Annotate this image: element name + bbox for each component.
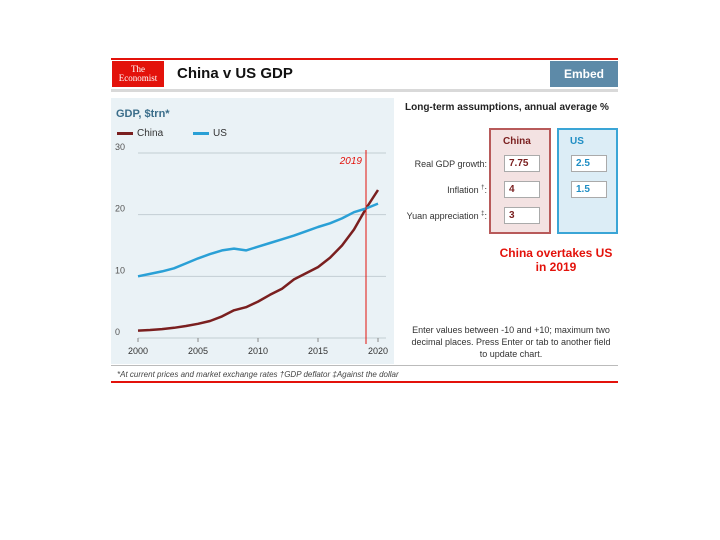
logo-line-2: Economist xyxy=(118,73,158,83)
y-tick-label: 10 xyxy=(115,265,125,275)
y-tick-label: 0 xyxy=(115,327,120,337)
grid-lines xyxy=(138,152,386,339)
row-label-text: Real GDP growth xyxy=(414,159,485,169)
y-tick-label: 30 xyxy=(115,142,125,152)
china-gdp-growth-input[interactable]: 7.75 xyxy=(504,155,540,172)
legend-us: US xyxy=(193,128,227,139)
bottom-accent-rule xyxy=(111,381,618,383)
logo-line-1: The xyxy=(131,64,145,74)
instructions-text: Enter values between -10 and +10; maximu… xyxy=(411,325,611,359)
series-lines xyxy=(137,189,380,332)
footnote: *At current prices and market exchange r… xyxy=(117,370,399,379)
x-tick-label: 2010 xyxy=(248,346,268,356)
y-tick-label: 20 xyxy=(115,204,125,214)
legend-label-china: China xyxy=(137,128,164,139)
us-gdp-growth-input[interactable]: 2.5 xyxy=(571,155,607,172)
dagger-mark: † xyxy=(481,185,485,191)
row-label-text: Inflation xyxy=(447,185,479,195)
axis-ticks: 0 10 20 30 2000 2005 2010 2015 2020 xyxy=(115,142,388,356)
overtake-message: China overtakes US in 2019 xyxy=(481,246,631,274)
overtake-line-2: in 2019 xyxy=(535,260,577,274)
series-line-china xyxy=(137,189,380,332)
overtake-line-1: China overtakes US xyxy=(499,246,613,260)
assumptions-title: Long-term assumptions, annual average % xyxy=(405,102,609,113)
china-inflation-input[interactable]: 4 xyxy=(504,181,540,198)
series-line-us xyxy=(137,202,379,278)
x-tick-label: 2015 xyxy=(308,346,328,356)
gdp-widget: The Economist China v US GDP Embed 0 10 20… xyxy=(111,58,618,385)
economist-logo[interactable]: The Economist xyxy=(112,61,164,87)
china-column-header: China xyxy=(503,136,531,147)
footer-divider xyxy=(111,365,618,366)
x-tick-label: 2000 xyxy=(128,346,148,356)
annotation-layer: 2019 xyxy=(339,150,367,344)
china-yuan-input[interactable]: 3 xyxy=(504,207,540,224)
x-tick-label: 2005 xyxy=(188,346,208,356)
legend-swatch-china xyxy=(117,132,133,135)
top-accent-rule xyxy=(111,58,618,60)
double-dagger-mark: ‡ xyxy=(481,211,485,217)
x-tick-label: 2020 xyxy=(368,346,388,356)
chart-background xyxy=(111,98,394,364)
legend-china: China xyxy=(117,128,163,139)
annotation-label-2019: 2019 xyxy=(339,156,363,167)
us-column-header: US xyxy=(570,136,584,147)
widget-title: China v US GDP xyxy=(177,65,293,82)
legend-swatch-us xyxy=(193,132,209,135)
embed-button[interactable]: Embed xyxy=(550,61,618,87)
row-label-yuan: Yuan appreciation ‡: xyxy=(406,211,487,221)
gdp-line-chart: 0 10 20 30 2000 2005 2010 2015 2020 2019 xyxy=(115,142,388,356)
row-label-text: Yuan appreciation xyxy=(406,211,479,221)
us-inflation-input[interactable]: 1.5 xyxy=(571,181,607,198)
row-label-inflation: Inflation †: xyxy=(447,185,487,195)
row-label-gdp-growth: Real GDP growth: xyxy=(414,159,487,169)
y-axis-label: GDP, $trn* xyxy=(116,108,170,120)
header-divider xyxy=(111,89,618,92)
legend-label-us: US xyxy=(213,128,227,139)
